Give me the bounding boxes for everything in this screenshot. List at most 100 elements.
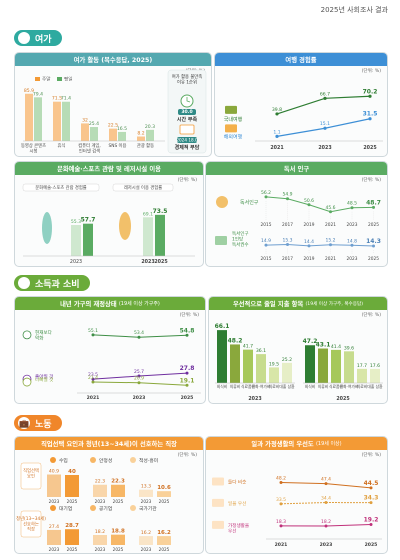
bar	[71, 225, 81, 256]
panel-title: 여가 활동 (복수응답, 2025)	[15, 53, 211, 66]
bar-value-label: 22.3	[95, 479, 105, 485]
chart-culture: 문화예술·스포츠 관람 경험률 레저시설 이용 경험률 55.3 57.7 69.1 73…	[22, 183, 195, 265]
data-label: 47.4	[321, 477, 331, 483]
bar	[137, 136, 145, 141]
series-legend: 수입	[59, 457, 68, 464]
worklife-title: 일과 가정생활의 우선도	[251, 441, 314, 448]
series-label: 좋아질 것	[35, 373, 53, 380]
data-label: 44.5	[364, 480, 379, 487]
series-label: 일을 우선	[228, 500, 246, 507]
data-point	[279, 502, 283, 506]
bar-value-label: 66.1	[215, 323, 230, 330]
x-tick-label: 2023	[320, 542, 333, 548]
cuts-sub: (19세 이상 가구주, 복수응답)	[305, 301, 364, 307]
bar-value-label: 18.8	[111, 529, 125, 535]
x-tick-label: 2015	[261, 222, 272, 228]
x-tick-label: 2017	[282, 222, 293, 228]
domestic-travel-icon	[225, 105, 237, 114]
bar-value-label: 22.5	[108, 123, 118, 129]
x-tick-label: 2025	[154, 259, 167, 265]
bar	[230, 344, 240, 383]
series-legend: 국가기관	[139, 505, 157, 512]
bar-value-label: 48.2	[228, 337, 243, 344]
bar-value-label: 20.3	[145, 124, 155, 130]
label-overseas: 해외여행	[224, 133, 243, 140]
data-point	[369, 486, 373, 490]
bar-value-label: 39.6	[344, 345, 354, 351]
legend-swatch-weekday	[57, 77, 62, 81]
x-tick-label: 2025	[67, 547, 78, 552]
data-point	[91, 333, 95, 337]
data-point	[324, 501, 328, 505]
side-badge-bg	[177, 137, 197, 143]
x-tick-label: 2025	[365, 542, 378, 548]
category-label: 시청	[30, 148, 38, 154]
unit-label: (단위: %)	[179, 313, 199, 318]
category-label: 식료품비	[241, 384, 255, 389]
x-tick-label: 2023	[141, 547, 152, 552]
x-tick-label: 2021	[87, 395, 100, 401]
bar	[357, 368, 367, 383]
x-tick-label: 2023	[49, 499, 60, 504]
data-point	[307, 203, 311, 207]
panel-title: 내년 가구의 재정상태 (19세 이상 가구주)	[15, 297, 205, 310]
bar-value-label: 71.4	[61, 96, 71, 102]
data-point	[264, 195, 268, 199]
panel-culture: 문화예술·스포츠 관람 및 레저시설 이용 (단위: %) 문화예술·스포츠 관…	[14, 161, 204, 267]
bar	[331, 349, 341, 383]
bar-value-label: 25.4	[89, 121, 99, 127]
x-tick-label: 2019	[304, 256, 315, 262]
bar	[318, 348, 328, 383]
x-tick-label: 2021	[270, 145, 283, 151]
x-tick-label: 2025	[368, 222, 379, 228]
series-line	[265, 244, 374, 247]
x-tick-label: 2023	[133, 395, 146, 401]
series-icon	[212, 477, 224, 486]
legend-box	[112, 183, 174, 192]
side-title: 여가 활용 불만족	[172, 73, 202, 80]
panel-travel: 여행 경험률 (단위: %) 39.8 66.7 70.2 1.1 15.1 31.5 국내…	[214, 52, 388, 157]
data-label: 23.5	[88, 372, 98, 378]
coin-icon: ₩	[18, 277, 30, 289]
bar-value-label: 71.5	[52, 96, 62, 102]
bar-value-label: 25.2	[282, 357, 292, 363]
unit-label: (단위: %)	[361, 69, 381, 74]
data-label: 53.4	[134, 330, 144, 336]
bar-value-label: 47.2	[303, 338, 318, 345]
data-point	[185, 371, 189, 375]
data-point	[286, 197, 289, 201]
series-label: 나빠질 것	[35, 376, 53, 383]
series-legend: 대기업	[59, 505, 72, 512]
x-tick-label: 2025	[113, 499, 124, 504]
data-point	[137, 381, 141, 385]
legend-box	[22, 183, 100, 192]
bar-value-label: 57.7	[81, 217, 96, 224]
row-label: 직업선택	[23, 467, 39, 474]
data-label: 1.1	[273, 129, 280, 135]
data-label: 66.7	[320, 91, 330, 97]
data-point	[275, 134, 279, 138]
data-label: 19.2	[364, 517, 379, 524]
bar	[155, 214, 165, 256]
data-label: 18.3	[276, 519, 286, 525]
bar	[93, 484, 107, 497]
category-label: 외식비	[217, 384, 227, 389]
bar	[243, 349, 253, 383]
bar-value-label: 41.7	[243, 344, 253, 350]
bar	[146, 129, 154, 141]
data-label: 50.6	[304, 198, 314, 204]
x-tick-label: 2025	[113, 547, 124, 552]
chart-worklife: 48.2 47.4 44.5 둘다 비슷 33.5 34.4 34.3 일을 우선 18.3 18…	[212, 476, 382, 548]
item-icon	[50, 505, 56, 511]
data-label: 45.6	[325, 205, 335, 211]
bar	[47, 529, 61, 545]
bar	[34, 97, 42, 141]
unit-label: (단위: %)	[361, 313, 381, 318]
finance-title: 내년 가구의 재정상태	[60, 301, 117, 308]
label-books: 독서권수	[232, 241, 249, 248]
x-tick-label: 2017	[282, 256, 293, 262]
book-icon	[215, 236, 227, 245]
data-point	[323, 96, 327, 100]
